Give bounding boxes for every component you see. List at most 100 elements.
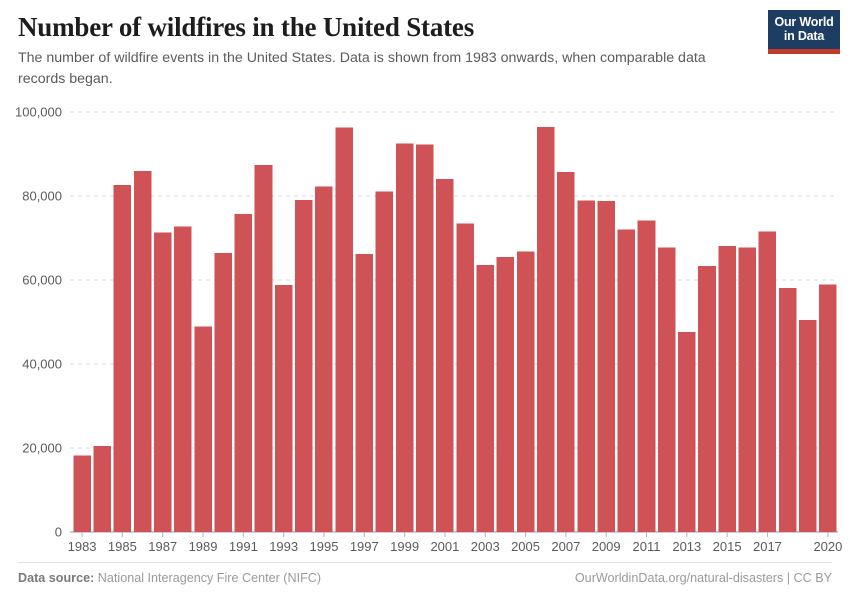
- x-axis-tick-label: 1991: [229, 539, 258, 554]
- bar-group[interactable]: 2014: 63,312: [698, 266, 716, 532]
- x-axis-tick-label: 1999: [390, 539, 419, 554]
- bar-group[interactable]: 2019: 50,477: [798, 320, 817, 532]
- bar-2017[interactable]: [758, 231, 777, 532]
- bar-2015[interactable]: [718, 245, 736, 532]
- bar-2018[interactable]: [778, 288, 797, 532]
- bar-group[interactable]: 1990: 66,481: [214, 252, 232, 532]
- x-axis-tick-label: 1997: [350, 539, 379, 554]
- bar-group[interactable]: 2000: 92,250: [415, 144, 434, 533]
- our-world-in-data-logo[interactable]: Our World in Data: [768, 10, 840, 54]
- bar-2001[interactable]: [436, 178, 454, 532]
- bar-group[interactable]: 2005: 66,753: [516, 251, 535, 532]
- x-axis-tick-label: 2013: [672, 539, 701, 554]
- data-source-label: Data source:: [18, 571, 95, 585]
- bar-2009[interactable]: [597, 201, 615, 532]
- bar-2013[interactable]: [678, 332, 696, 532]
- bar-1983[interactable]: [73, 455, 91, 532]
- bar-group[interactable]: 1987: 71,300: [153, 232, 172, 533]
- bar-1984[interactable]: [93, 445, 112, 532]
- bar-1985[interactable]: [113, 185, 132, 532]
- chart-header: Number of wildfires in the United States…: [18, 10, 832, 98]
- data-source: Data source: National Interagency Fire C…: [18, 571, 321, 585]
- bar-2002[interactable]: [456, 223, 474, 533]
- x-axis-tick-label: 1995: [310, 539, 339, 554]
- bar-group[interactable]: 2006: 96,385: [536, 127, 555, 533]
- bar-group[interactable]: 2015: 68,151: [718, 245, 736, 532]
- bar-1997[interactable]: [355, 253, 374, 533]
- bar-group[interactable]: 2001: 84,079: [436, 178, 454, 532]
- bar-2019[interactable]: [798, 320, 817, 532]
- bar-2000[interactable]: [415, 144, 434, 533]
- bar-group[interactable]: 2008: 78,979: [577, 200, 595, 533]
- bar-1996[interactable]: [335, 127, 353, 532]
- bar-1988[interactable]: [174, 226, 192, 532]
- x-axis-tick-label: 1983: [68, 539, 97, 554]
- bar-group[interactable]: 1989: 48,949: [194, 326, 212, 532]
- bar-2016[interactable]: [738, 247, 757, 533]
- bar-group[interactable]: 1996: 96,363: [335, 127, 353, 532]
- bar-group[interactable]: 1986: 85,907: [133, 171, 152, 532]
- bar-2005[interactable]: [516, 251, 535, 532]
- bar-2004[interactable]: [496, 257, 515, 532]
- bar-group[interactable]: 1984: 20,493: [93, 445, 112, 532]
- x-axis-tick-label: 1985: [108, 539, 137, 554]
- y-axis-tick-label: 20,000: [22, 441, 62, 456]
- bar-group[interactable]: 1997: 66,196: [355, 253, 374, 533]
- x-axis-tick-label: 2015: [713, 539, 742, 554]
- bar-group[interactable]: 1998: 81,043: [375, 191, 394, 532]
- bar-2003[interactable]: [476, 264, 495, 532]
- bar-2020[interactable]: [819, 284, 837, 532]
- bar-group[interactable]: 2020: 58,950: [819, 284, 837, 532]
- bar-group[interactable]: 1985: 82,591: [113, 185, 132, 532]
- bar-group[interactable]: 1999: 92,487: [395, 143, 414, 533]
- bar-group[interactable]: 2013: 47,579: [678, 332, 696, 532]
- bar-2006[interactable]: [536, 127, 555, 533]
- x-axis-tick-label: 2011: [633, 539, 661, 554]
- bar-2007[interactable]: [557, 172, 575, 533]
- bar-2008[interactable]: [577, 200, 595, 533]
- x-axis-tick-label: 2009: [592, 539, 621, 554]
- bar-group[interactable]: 1988: 72,750: [174, 226, 192, 532]
- bar-1991[interactable]: [234, 213, 253, 532]
- bar-1987[interactable]: [153, 232, 172, 533]
- bar-group[interactable]: 2017: 71,499: [758, 231, 777, 532]
- bar-group[interactable]: 2009: 78,792: [597, 201, 615, 532]
- x-axis-tick-label: 2003: [471, 539, 500, 554]
- bar-group[interactable]: 2002: 73,457: [456, 223, 474, 533]
- bar-group[interactable]: 2004: 65,461: [496, 257, 515, 532]
- bar-group[interactable]: 2003: 63,629: [476, 264, 495, 532]
- bar-1986[interactable]: [133, 171, 152, 532]
- x-axis-tick-label: 1989: [189, 539, 218, 554]
- page-title: Number of wildfires in the United States: [18, 12, 474, 42]
- y-axis-tick-label: 0: [55, 525, 62, 540]
- bar-1992[interactable]: [254, 164, 273, 532]
- attribution-link[interactable]: OurWorldinData.org/natural-disasters | C…: [574, 571, 832, 585]
- bar-2014[interactable]: [698, 266, 716, 532]
- chart-footer: Data source: National Interagency Fire C…: [18, 562, 832, 588]
- bar-2012[interactable]: [657, 247, 676, 532]
- bar-1995[interactable]: [315, 186, 333, 532]
- bar-group[interactable]: 2018: 58,083: [778, 288, 797, 532]
- bar-1990[interactable]: [214, 252, 232, 532]
- bar-2010[interactable]: [617, 229, 636, 532]
- bar-1998[interactable]: [375, 191, 394, 532]
- bar-group[interactable]: 2012: 67,774: [657, 247, 676, 532]
- bar-group[interactable]: 1995: 82,234: [315, 186, 333, 532]
- bar-group[interactable]: 2011: 74,126: [637, 220, 656, 533]
- bar-group[interactable]: 1983: 18,229: [73, 455, 91, 532]
- bar-2011[interactable]: [637, 220, 656, 533]
- bar-1999[interactable]: [395, 143, 414, 533]
- bar-group[interactable]: 1991: 75,754: [234, 213, 253, 532]
- bar-1989[interactable]: [194, 326, 212, 532]
- bar-group[interactable]: 1993: 58,810: [274, 285, 293, 532]
- x-axis-tick-label: 2001: [430, 539, 459, 554]
- y-axis-tick-label: 40,000: [22, 357, 62, 372]
- bar-group[interactable]: 2007: 85,705: [557, 172, 575, 533]
- bar-group[interactable]: 2010: 71,971: [617, 229, 636, 532]
- bar-group[interactable]: 2016: 67,743: [738, 247, 757, 533]
- bar-group[interactable]: 1994: 79,107: [295, 199, 313, 532]
- bar-1994[interactable]: [295, 199, 313, 532]
- bar-1993[interactable]: [274, 285, 293, 532]
- bar-group[interactable]: 1992: 87,394: [254, 164, 273, 532]
